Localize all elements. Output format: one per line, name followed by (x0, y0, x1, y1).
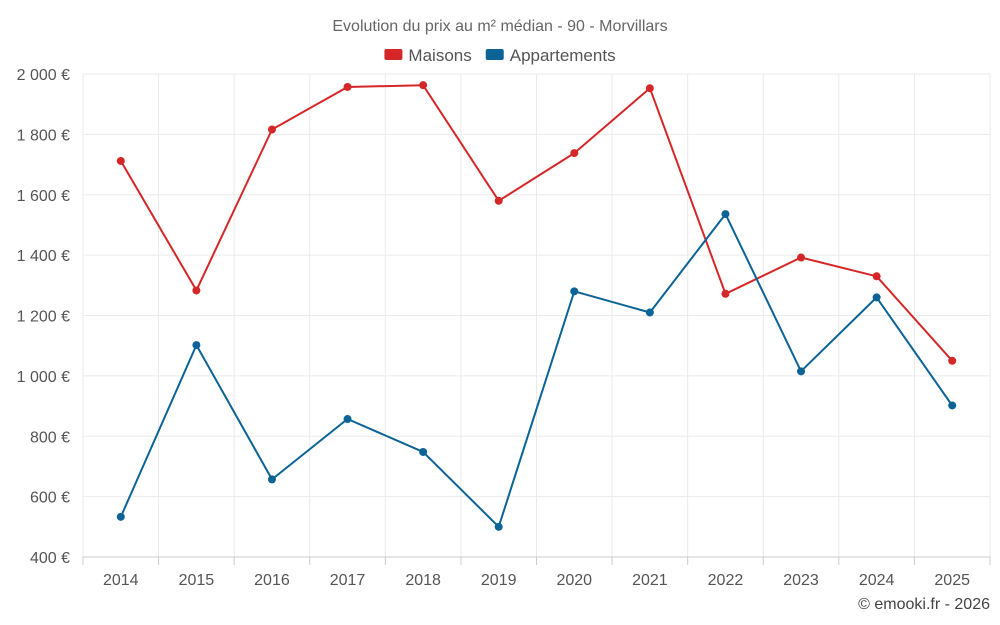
data-point-appartements (721, 210, 730, 219)
y-tick-label: 600 € (30, 490, 70, 507)
y-tick-label: 1 200 € (17, 309, 70, 326)
series-line-maisons (119, 84, 953, 362)
x-tick-label: 2021 (632, 572, 668, 589)
data-point-appartements (645, 308, 654, 317)
data-point-maisons (570, 149, 579, 158)
data-point-appartements (948, 401, 957, 410)
x-tick-label: 2022 (708, 572, 744, 589)
legend-swatch-appartements (485, 49, 504, 60)
y-tick-label: 1 600 € (17, 188, 70, 205)
grid (82, 73, 991, 557)
legend-label-maisons: Maisons (408, 46, 471, 65)
series-line-appartements (119, 213, 954, 528)
data-point-appartements (872, 293, 881, 302)
data-point-maisons (116, 156, 125, 165)
x-tick-label: 2024 (859, 572, 895, 589)
series (116, 81, 957, 531)
data-point-appartements (419, 447, 428, 456)
data-point-maisons (494, 196, 503, 205)
x-tick-label: 2015 (179, 572, 215, 589)
legend-swatch-maisons (384, 49, 403, 60)
chart-title: Evolution du prix au m² médian - 90 - Mo… (332, 18, 667, 35)
axes: 400 € 600 € 800 € 1 000 € 1 200 € 1 400 € 1 60… (17, 67, 991, 589)
legend-label-appartements: Appartements (510, 46, 616, 65)
x-tick-label: 2016 (254, 572, 290, 589)
y-tick-label: 1 400 € (17, 248, 70, 265)
x-tick-label: 2020 (556, 572, 592, 589)
data-point-maisons (267, 125, 276, 134)
x-tick-label: 2023 (783, 572, 819, 589)
credit-text: © emooki.fr - 2026 (858, 596, 990, 613)
data-point-appartements (494, 522, 503, 531)
legend: Maisons Appartements (384, 46, 616, 65)
data-point-appartements (192, 341, 201, 350)
y-tick-label: 1 800 € (17, 127, 70, 144)
data-point-maisons (192, 286, 201, 295)
y-tick-label: 1 000 € (17, 369, 70, 386)
data-point-maisons (645, 84, 654, 93)
data-point-maisons (948, 356, 957, 365)
data-point-maisons (872, 272, 881, 281)
data-point-appartements (343, 415, 352, 424)
x-tick-label: 2019 (481, 572, 517, 589)
x-tick-label: 2017 (330, 572, 366, 589)
x-tick-label: 2025 (934, 572, 970, 589)
y-tick-label: 400 € (30, 550, 70, 567)
data-point-maisons (419, 81, 428, 90)
data-point-appartements (267, 475, 276, 484)
y-tick-label: 800 € (30, 429, 70, 446)
data-point-appartements (116, 512, 125, 521)
data-point-appartements (797, 367, 806, 376)
data-point-appartements (570, 287, 579, 296)
data-point-maisons (721, 289, 730, 298)
y-tick-label: 2 000 € (17, 67, 70, 84)
data-point-maisons (797, 253, 806, 262)
x-tick-label: 2018 (405, 572, 441, 589)
x-tick-label: 2014 (103, 572, 139, 589)
data-point-maisons (343, 82, 352, 91)
